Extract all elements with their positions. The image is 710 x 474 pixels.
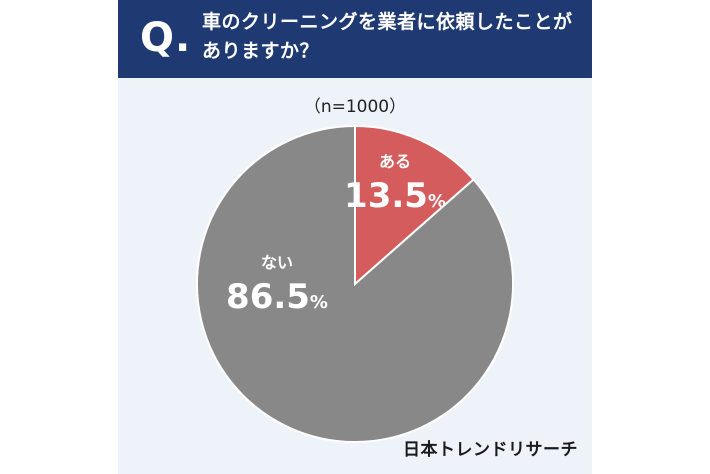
question-header: Q . 車のクリーニングを業者に依頼したことがありますか？ [118, 0, 592, 78]
slice-label-yes: ある [379, 152, 411, 171]
brand-logo: 日本トレンドリサーチ [403, 440, 578, 460]
q-dot: . [175, 15, 191, 61]
pie-chart: ある 13.5% ない 86.5% [196, 124, 514, 443]
q-mark: Q [140, 15, 175, 61]
pie-slice-yes [354, 124, 475, 287]
slice-label-no: ない [261, 253, 293, 272]
slice-value-no: 86.5% [226, 277, 328, 317]
pie-slice-no [196, 124, 514, 443]
sample-size-label: （n=1000） [303, 97, 407, 117]
slice-value-yes: 13.5% [344, 176, 446, 216]
chart-card: Q . 車のクリーニングを業者に依頼したことがありますか？ （n=1000） あ… [118, 0, 592, 474]
question-text: 車のクリーニングを業者に依頼したことがありますか？ [202, 11, 573, 62]
